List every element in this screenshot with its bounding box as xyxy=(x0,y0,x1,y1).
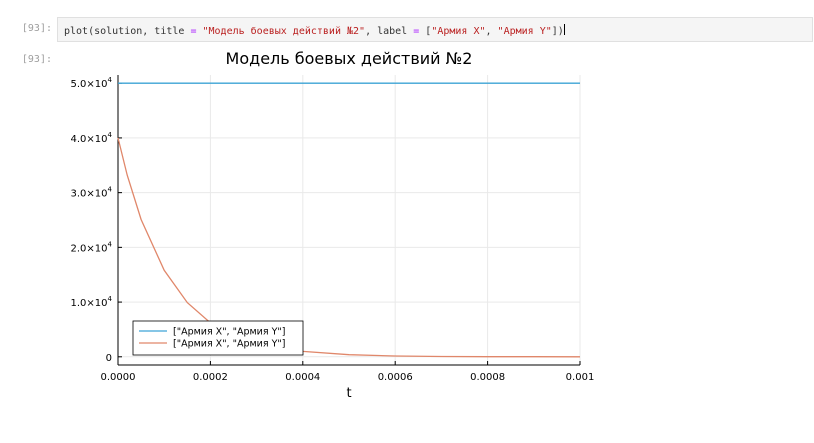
code-token: , xyxy=(485,26,498,37)
y-tick-mantissa: 0 xyxy=(106,353,112,364)
code-token: ]) xyxy=(551,26,564,37)
text-cursor xyxy=(563,24,565,35)
legend-label: ["Армия X", "Армия Y"] xyxy=(173,327,285,338)
y-tick-label: 0 xyxy=(106,353,112,364)
code-token: "Армия Y" xyxy=(497,26,552,37)
y-tick-label: 2.0×104 xyxy=(71,240,113,254)
y-tick-exponent: 4 xyxy=(108,240,113,248)
y-tick-exponent: 4 xyxy=(108,131,113,139)
tick-labels: 0.0000 0.0002 0.0004 0.0006 0.0008 0.001 0 1.0×… xyxy=(71,76,595,383)
x-tick-label: 0.001 xyxy=(566,372,595,383)
y-tick-mantissa: 3.0×10 xyxy=(71,189,108,200)
legend-label: ["Армия X", "Армия Y"] xyxy=(173,339,285,350)
code-token: , label xyxy=(365,26,414,37)
y-tick-label: 5.0×104 xyxy=(71,76,113,90)
x-tick-label: 0.0008 xyxy=(470,372,505,383)
code-token: plot(solution, title xyxy=(64,26,191,37)
x-tick-label: 0.0004 xyxy=(285,372,320,383)
output-prompt: [93]: xyxy=(21,54,52,65)
code-token: = xyxy=(413,26,420,37)
series-lines xyxy=(117,82,581,358)
legend: ["Армия X", "Армия Y"]["Армия X", "Армия… xyxy=(132,320,304,356)
y-tick-mantissa: 4.0×10 xyxy=(71,134,108,145)
x-tick-label: 0.0002 xyxy=(193,372,228,383)
y-tick-mantissa: 2.0×10 xyxy=(71,243,108,254)
code-token: "Армия X" xyxy=(431,26,486,37)
y-tick-label: 1.0×104 xyxy=(71,295,113,309)
y-tick-label: 4.0×104 xyxy=(71,131,113,145)
y-tick-exponent: 4 xyxy=(108,76,113,84)
input-prompt: [93]: xyxy=(21,23,52,34)
y-tick-exponent: 4 xyxy=(108,186,113,194)
x-tick-label: 0.0006 xyxy=(378,372,413,383)
y-tick-mantissa: 5.0×10 xyxy=(71,79,108,90)
x-axis-label: t xyxy=(346,386,351,401)
legend-box xyxy=(132,320,304,356)
code-line[interactable]: plot(solution, title = "Модель боевых де… xyxy=(64,24,565,37)
chart-title: Модель боевых действий №2 xyxy=(226,49,473,68)
y-tick-label: 3.0×104 xyxy=(71,186,113,200)
code-token: "Модель боевых действий №2" xyxy=(202,26,366,37)
x-tick-label: 0.0000 xyxy=(101,372,136,383)
axes xyxy=(117,75,581,366)
code-token: = xyxy=(190,26,197,37)
y-tick-exponent: 4 xyxy=(108,295,113,303)
code-cell[interactable]: plot(solution, title = "Модель боевых де… xyxy=(57,17,813,42)
code-token: [ xyxy=(419,26,432,37)
y-tick-mantissa: 1.0×10 xyxy=(71,298,108,309)
